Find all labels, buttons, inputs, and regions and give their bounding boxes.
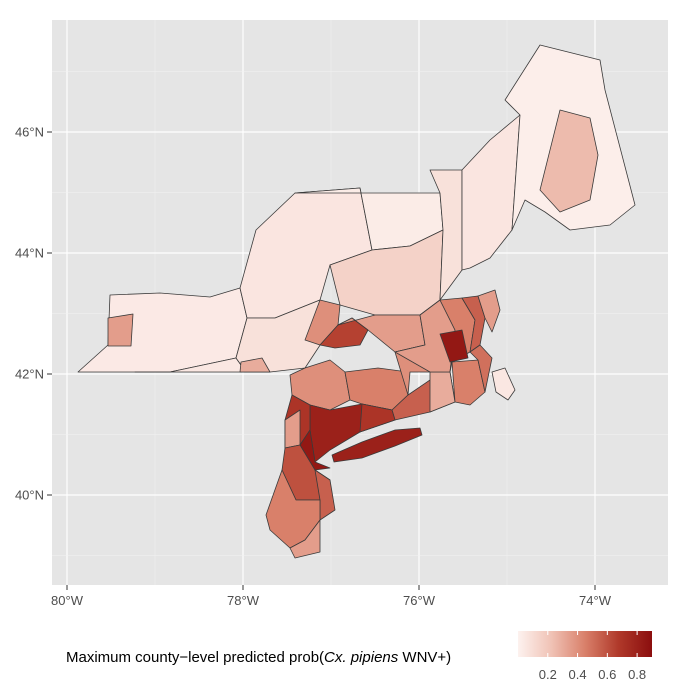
legend-colorbar [518,631,652,657]
region-maine-penobscot [539,109,599,213]
legend-tick-label: 0.8 [628,667,646,682]
legend-title-prefix: Maximum county−level predicted prob( [66,649,324,666]
region-erie-county-ny [107,313,134,347]
x-tick-label: 80°W [51,593,84,608]
region-long-island-ny [331,427,423,463]
legend-tick-label: 0.4 [569,667,587,682]
region-fairfield-new-haven-ct [359,403,396,433]
legend-title-italic: Cx. pipiens [324,649,399,666]
region-suffolk-boston-ma [439,329,469,363]
region-cape-cod-ma [491,367,516,401]
region-rhode-island [451,359,486,406]
region-broome-county-ny [239,357,271,373]
longitude-axis: 80°W78°W76°W74°W72°W70°W68°W [51,585,612,608]
y-tick-label: 40°N [15,488,44,503]
legend-tick-label: 0.2 [539,667,557,682]
legend-title: Maximum county−level predicted prob(Cx. … [66,649,451,666]
y-tick-label: 42°N [15,367,44,382]
region-new-hampshire [461,114,521,271]
region-plymouth-bristol-ma [469,344,493,393]
x-tick-label: 76°W [403,593,436,608]
x-tick-label: 78°W [227,593,260,608]
legend-tick-label: 0.6 [598,667,616,682]
x-tick-label: 74°W [579,593,612,608]
region-atlantic-cape-may-nj [289,519,321,559]
region-middlesex-essex-ma [477,289,501,333]
latitude-axis: 40°N 42°N 44°N 46°N [15,125,52,503]
legend-ticks: 0.2 0.4 0.6 0.8 [539,631,646,682]
color-legend: Maximum county−level predicted prob(Cx. … [66,631,652,682]
legend-title-suffix: WNV+) [398,649,451,666]
county-regions [77,44,636,559]
y-tick-label: 46°N [15,125,44,140]
y-tick-label: 44°N [15,246,44,261]
